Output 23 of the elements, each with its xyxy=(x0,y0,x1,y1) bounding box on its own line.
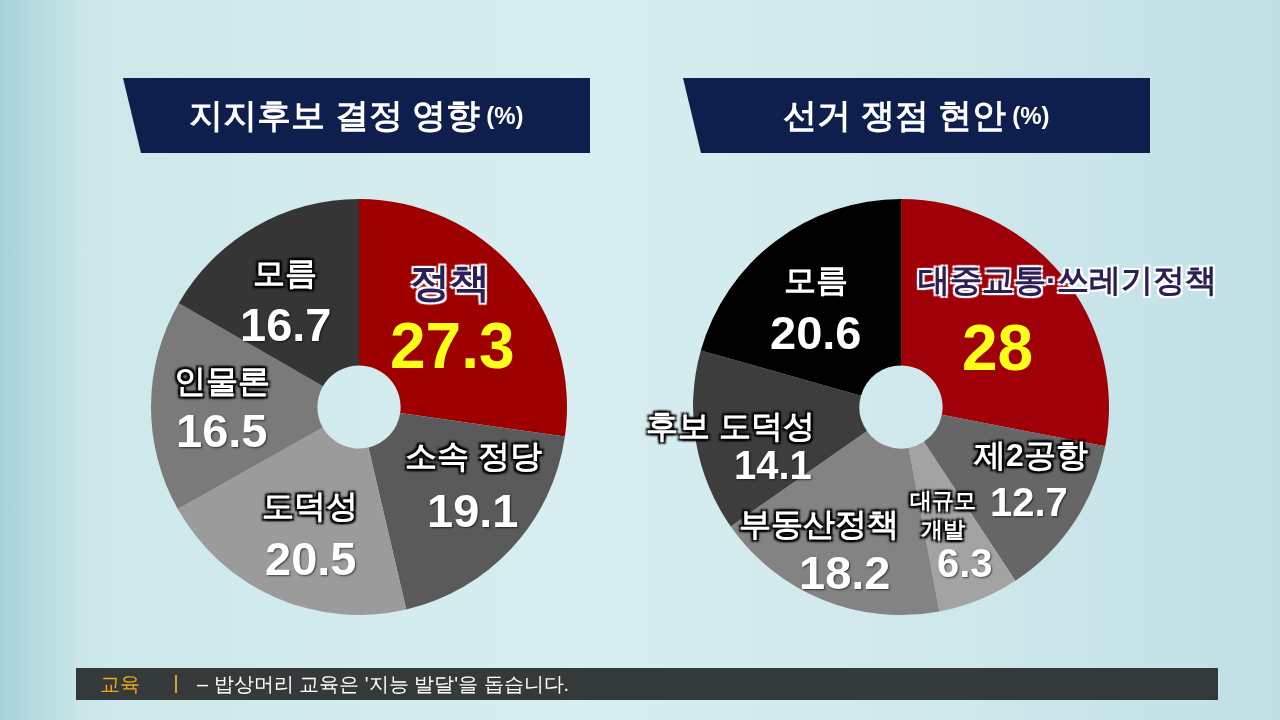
slice-label: 소속 정당 xyxy=(405,438,542,474)
chart-title: 지지후보 결정 영향(%) xyxy=(189,94,524,136)
slice-label: 제2공항 xyxy=(973,437,1088,473)
slice-label: 정책 xyxy=(410,260,490,304)
data-label: 16.7 xyxy=(240,298,332,351)
data-label: 12.7 xyxy=(990,480,1068,524)
text: 교육 xyxy=(100,672,140,697)
slice-label: 모름 xyxy=(253,255,317,291)
data-label: 27.3 xyxy=(390,310,515,382)
slice-label: 부동산정책 xyxy=(739,506,899,542)
data-label: 14.1 xyxy=(734,443,812,487)
data-label: 20.6 xyxy=(770,306,862,359)
data-label: 20.5 xyxy=(265,532,357,585)
slice-label: 인물론 xyxy=(174,363,270,399)
data-label: 6.3 xyxy=(937,541,993,585)
slice-label: 모름 xyxy=(784,262,848,298)
slice-label: 도덕성 xyxy=(262,488,358,524)
chart-title: 선거 쟁점 현안(%) xyxy=(783,94,1050,136)
data-label: 19.1 xyxy=(427,484,519,537)
data-label: 16.5 xyxy=(176,404,268,457)
data-label: 28 xyxy=(962,312,1034,384)
data-label: 18.2 xyxy=(799,546,891,599)
text: – 밥상머리 교육은 '지능 발달'을 돕습니다. xyxy=(197,672,570,697)
